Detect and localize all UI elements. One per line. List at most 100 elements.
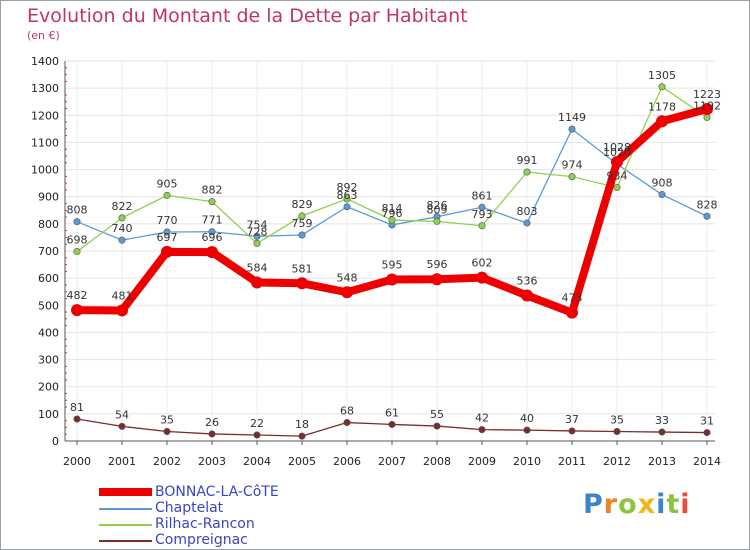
data-point [163,228,171,236]
data-label: 826 [427,199,448,212]
data-label: 759 [292,217,313,230]
data-point [568,173,576,181]
logo-letter: x [637,489,657,520]
legend-swatch-rilhac [99,524,152,526]
data-label: 68 [340,405,354,418]
data-point [433,217,441,225]
data-point [343,195,351,203]
data-label: 595 [382,259,403,272]
data-label: 934 [607,169,628,182]
data-label: 828 [697,198,718,211]
y-tick-label: 1300 [31,82,59,95]
data-point [208,198,216,206]
y-tick-label: 600 [38,272,59,285]
data-point [701,103,713,116]
logo-letter: P [583,489,604,520]
data-point [341,286,353,299]
data-label: 991 [517,154,538,167]
data-point [523,219,531,227]
data-point [73,248,81,256]
data-label: 548 [337,271,358,284]
x-tick-label: 2007 [378,455,406,468]
data-label: 771 [202,214,223,227]
data-label: 793 [472,208,493,221]
data-point [658,191,666,199]
legend-label: Compreignac [155,532,248,548]
data-label: 863 [337,189,358,202]
y-tick-label: 900 [38,191,59,204]
data-point [433,422,441,430]
data-label: 698 [67,234,88,247]
data-point [298,231,306,239]
data-point [73,218,81,226]
data-point [116,304,128,317]
data-label: 809 [427,203,448,216]
data-point [253,239,261,247]
logo-letter: t [666,489,681,520]
data-point [658,83,666,91]
data-point [298,212,306,220]
data-point [478,203,486,211]
y-tick-label: 100 [38,408,59,421]
data-label: 796 [382,207,403,220]
chart-title: Evolution du Montant de la Dette par Hab… [27,5,468,27]
data-point [566,306,578,319]
data-label: 482 [67,289,88,302]
y-tick-label: 500 [38,299,59,312]
x-tick-label: 2003 [198,455,226,468]
data-label: 33 [655,414,669,427]
data-label: 40 [520,412,534,425]
data-labels: 808 740 770 771 754 759 863 796 826 861 803 1149 102… [67,69,722,431]
data-label: 696 [202,231,223,244]
data-label: 1178 [648,100,676,113]
unit-label: (en €) [27,29,60,42]
data-label: 42 [475,412,489,425]
y-tick-label: 300 [38,354,59,367]
data-label: 473 [562,292,583,305]
y-tick-label: 1100 [31,136,59,149]
data-point [163,427,171,435]
data-point [523,168,531,176]
data-label: 602 [472,257,493,270]
y-tick-label: 800 [38,218,59,231]
data-point [386,273,398,286]
data-point [118,214,126,222]
data-label: 803 [517,205,538,218]
data-label: 754 [247,218,268,231]
data-label: 18 [295,418,309,431]
data-point [73,415,81,423]
data-label: 905 [157,177,178,190]
legend-swatch-chaptelat [99,508,152,510]
y-tick-label: 700 [38,245,59,258]
y-tick-label: 0 [52,435,59,448]
x-tick-label: 2010 [513,455,541,468]
data-point [388,216,396,224]
logo-letter: i [656,489,667,520]
data-label: 54 [115,408,129,421]
data-point [703,113,711,121]
axes: 0 100 200 300 400 500 600 700 800 900 1000 1100 1200… [31,55,721,468]
data-label: 829 [292,198,313,211]
data-label: 974 [562,159,583,172]
x-tick-label: 2014 [693,455,721,468]
data-label: 1020 [603,146,631,159]
x-tick-label: 2005 [288,455,316,468]
data-label: 1223 [693,88,721,101]
data-label: 697 [157,231,178,244]
y-tick-label: 1400 [31,55,59,68]
proxiti-logo: Proxiti [583,489,691,520]
data-point [656,115,668,128]
data-point [523,426,531,434]
data-point [521,289,533,302]
data-point [298,432,306,440]
data-label: 728 [247,225,268,238]
x-tick-label: 2008 [423,455,451,468]
legend-label: Rilhac-Rancon [155,516,255,532]
data-point [476,271,488,284]
data-label: 1305 [648,69,676,82]
data-label: 35 [160,414,174,427]
x-tick-label: 2001 [108,455,136,468]
y-tick-label: 1200 [31,109,59,122]
data-point [658,428,666,436]
